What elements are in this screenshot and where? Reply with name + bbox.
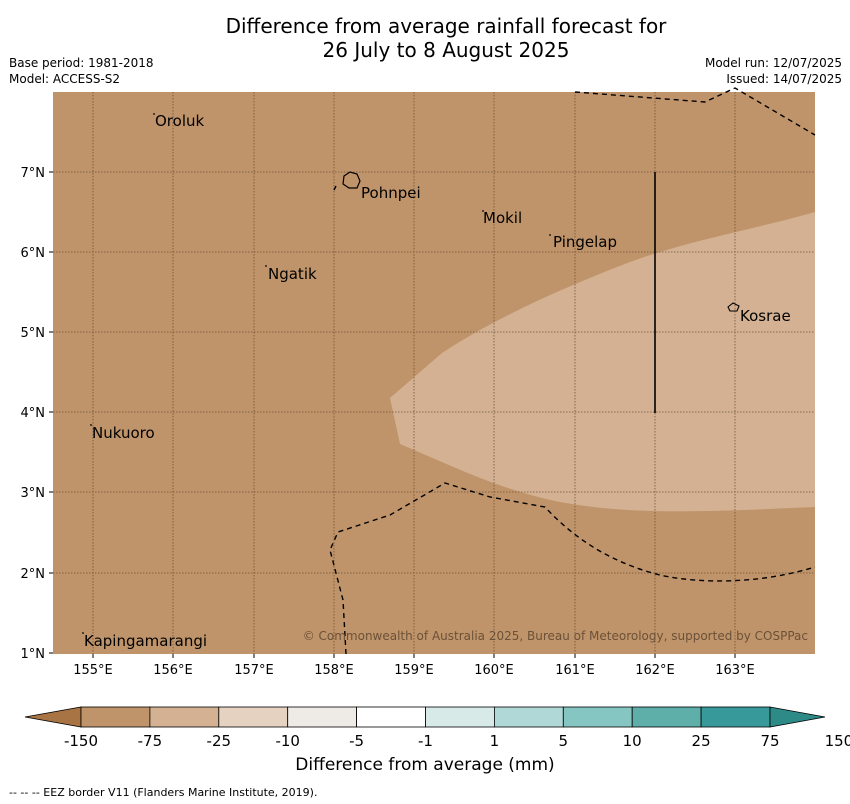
kapingamarangi-marker <box>82 632 84 634</box>
colorbar-low-arrow <box>24 706 82 728</box>
colorbar-cell <box>562 706 633 728</box>
colorbar-tick-label: 10 <box>623 732 642 750</box>
meta-left: Base period: 1981-2018 Model: ACCESS-S2 <box>9 55 154 87</box>
lat-label-1: 1°N <box>21 647 46 662</box>
lon-label-155: 155°E <box>73 663 113 678</box>
colorbar-ticks: -150 -75 -25 -10 -5 -1 1 5 10 25 75 150 <box>64 732 850 750</box>
colorbar-tick-label: -75 <box>138 732 163 750</box>
label-mokil: Mokil <box>483 209 522 227</box>
colorbar-tick-label: -1 <box>418 732 433 750</box>
lat-label-3: 3°N <box>21 486 46 501</box>
lon-label-158: 158°E <box>314 663 354 678</box>
model-name: Model: ACCESS-S2 <box>9 72 121 86</box>
oroluk-marker <box>153 113 155 115</box>
ngatik-marker <box>265 265 267 267</box>
colorbar-cell <box>80 706 151 728</box>
colorbar-tick-label: -10 <box>275 732 300 750</box>
map-title: Difference from average rainfall forecas… <box>0 14 850 62</box>
issued-date: Issued: 14/07/2025 <box>726 72 842 86</box>
label-nukuoro: Nukuoro <box>92 424 155 442</box>
anomaly-region-light <box>390 212 815 512</box>
kosrae-island-outline <box>727 302 740 312</box>
colorbar-high-arrow <box>769 706 826 728</box>
lon-label-162: 162°E <box>635 663 675 678</box>
colorbar-cell <box>149 706 220 728</box>
nukuoro-marker <box>90 424 92 426</box>
label-kosrae: Kosrae <box>740 307 791 325</box>
lon-label-163: 163°E <box>715 663 755 678</box>
lat-label-7: 7°N <box>21 166 46 181</box>
colorbar-tick-label: 75 <box>760 732 779 750</box>
label-pohnpei: Pohnpei <box>361 184 421 202</box>
meta-right: Model run: 12/07/2025 Issued: 14/07/2025 <box>705 55 842 87</box>
lon-label-159: 159°E <box>394 663 434 678</box>
colorbar-cell <box>356 706 426 728</box>
lat-label-6: 6°N <box>21 246 46 261</box>
colorbar-cell <box>631 706 702 728</box>
colorbar-cell <box>425 706 495 728</box>
lat-label-5: 5°N <box>21 326 46 341</box>
base-period: Base period: 1981-2018 <box>9 56 154 70</box>
lon-label-161: 161°E <box>555 663 595 678</box>
colorbar: -150 -75 -25 -10 -5 -1 1 5 10 25 75 150 <box>24 706 850 750</box>
lon-label-160: 160°E <box>474 663 514 678</box>
label-oroluk: Oroluk <box>155 112 204 130</box>
lon-label-156: 156°E <box>153 663 193 678</box>
eez-borders <box>329 87 816 655</box>
colorbar-cell <box>493 706 564 728</box>
pingelap-marker <box>549 234 551 236</box>
eez-legend-note: -- -- -- EEZ border V11 (Flanders Marine… <box>9 786 318 799</box>
label-pingelap: Pingelap <box>553 233 617 251</box>
title-line-1: Difference from average rainfall forecas… <box>225 14 667 38</box>
colorbar-cell <box>287 706 358 728</box>
label-ngatik: Ngatik <box>268 265 317 283</box>
copyright-notice: © Commonwealth of Australia 2025, Bureau… <box>303 629 808 643</box>
model-run: Model run: 12/07/2025 <box>704 56 842 70</box>
lat-label-4: 4°N <box>21 406 46 421</box>
colorbar-title: Difference from average (mm) <box>295 755 555 775</box>
lat-label-2: 2°N <box>21 567 46 582</box>
colorbar-tick-label: 1 <box>490 732 500 750</box>
mokil-marker <box>482 210 484 212</box>
lon-label-157: 157°E <box>234 663 274 678</box>
colorbar-tick-label: 25 <box>692 732 711 750</box>
colorbar-tick-label: -5 <box>349 732 364 750</box>
colorbar-cell <box>218 706 289 728</box>
colorbar-tick-label: -25 <box>207 732 232 750</box>
pohnpei-island-outline <box>342 171 361 189</box>
colorbar-cell <box>700 706 771 728</box>
colorbar-tick-label: -150 <box>64 732 98 750</box>
colorbar-tick-label: 150 <box>825 732 850 750</box>
label-kapingamarangi: Kapingamarangi <box>84 632 207 650</box>
colorbar-tick-label: 5 <box>559 732 569 750</box>
colorbar-cells <box>80 706 771 728</box>
title-line-2: 26 July to 8 August 2025 <box>322 38 570 62</box>
